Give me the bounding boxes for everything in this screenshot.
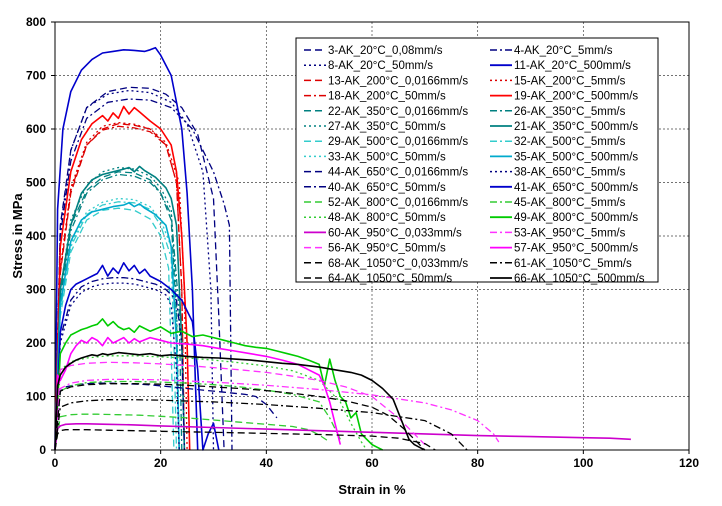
series-line-2 (54, 98, 233, 451)
y-tick-label: 600 (26, 122, 46, 136)
axis-ticks: 0 20 40 60 80 100 120 0 100 200 300 400 500 600 700 800 (26, 15, 699, 470)
series-line-26 (54, 378, 500, 451)
legend-label: 68-AK_1050°C_0,033mm/s (328, 258, 468, 270)
x-tick-label: 100 (573, 456, 593, 470)
legend-label: 48-AK_800°C_50mm/s (328, 212, 446, 224)
y-tick-label: 500 (26, 176, 46, 190)
legend-label: 27-AK_350°C_50mm/s (328, 121, 446, 133)
series-line-28 (54, 336, 342, 451)
legend-label: 19-AK_200°C_500mm/s (514, 91, 638, 103)
y-tick-label: 200 (26, 336, 46, 350)
series-line-16 (54, 202, 180, 451)
series-line-32 (54, 351, 426, 451)
y-axis-title: Stress in MPa (10, 193, 25, 279)
legend-label: 53-AK_950°C_5mm/s (514, 227, 626, 239)
legend-label: 52-AK_800°C_0,0166mm/s (328, 197, 468, 209)
legend-label: 60-AK_950°C_0,033mm/s (328, 227, 462, 239)
legend-label: 33-AK_500°C_50mm/s (328, 151, 446, 163)
legend-label: 4-AK_20°C_5mm/s (514, 45, 613, 57)
legend-label: 22-AK_350°C_0,0166mm/s (328, 106, 468, 118)
series-line-18 (54, 282, 180, 451)
legend-label: 26-AK_350°C_5mm/s (514, 106, 626, 118)
x-tick-label: 40 (260, 456, 274, 470)
legend-label: 8-AK_20°C_50mm/s (328, 60, 433, 72)
legend-label: 21-AK_350°C_500mm/s (514, 121, 638, 133)
legend-label: 11-AK_20°C_500mm/s (514, 60, 631, 72)
x-tick-label: 0 (52, 456, 59, 470)
series-line-8 (54, 105, 191, 451)
legend-label: 35-AK_500°C_500mm/s (514, 151, 638, 163)
legend-label: 41-AK_650°C_500mm/s (514, 182, 638, 194)
legend-label: 32-AK_500°C_5mm/s (514, 136, 626, 148)
legend-label: 44-AK_650°C_0,0166mm/s (328, 167, 468, 179)
legend-label: 49-AK_800°C_500mm/s (514, 212, 638, 224)
series-line-3 (54, 89, 215, 451)
legend-label: 18-AK_200°C_50mm/s (328, 91, 446, 103)
y-tick-label: 300 (26, 283, 46, 297)
series-line-27 (54, 361, 426, 451)
legend-label: 61-AK_1050°C_5mm/s (514, 258, 632, 270)
legend-label: 29-AK_500°C_0,0166mm/s (328, 136, 468, 148)
series-lines (54, 46, 631, 451)
y-tick-label: 0 (39, 443, 46, 457)
series-line-24 (54, 318, 383, 451)
series-line-25 (54, 422, 631, 451)
y-tick-label: 700 (26, 69, 46, 83)
series-line-22 (54, 380, 341, 451)
legend-label: 13-AK_200°C_0,0166mm/s (328, 75, 468, 87)
legend-label: 38-AK_650°C_5mm/s (514, 167, 626, 179)
x-tick-label: 80 (471, 456, 485, 470)
legend-label: 15-AK_200°C_5mm/s (514, 75, 626, 87)
x-tick-label: 20 (154, 456, 168, 470)
series-line-12 (54, 165, 186, 451)
y-tick-label: 100 (26, 390, 46, 404)
series-line-13 (54, 207, 175, 451)
y-tick-label: 800 (26, 15, 46, 29)
legend-box (295, 37, 659, 283)
series-line-7 (54, 125, 186, 451)
series-line-21 (54, 413, 331, 451)
series-line-29 (54, 429, 436, 451)
y-tick-label: 400 (26, 229, 46, 243)
legend-label: 56-AK_950°C_50mm/s (328, 243, 446, 255)
series-line-4 (54, 46, 199, 451)
x-tick-label: 120 (679, 456, 699, 470)
legend-label: 64-AK_1050°C_50mm/s (328, 273, 452, 285)
series-line-30 (54, 399, 468, 451)
legend-label: 66-AK_1050°C_500mm/s (514, 273, 645, 285)
legend-label: 45-AK_800°C_5mm/s (514, 197, 626, 209)
legend-label: 3-AK_20°C_0,08mm/s (328, 45, 443, 57)
legend-label: 40-AK_650°C_50mm/s (328, 182, 446, 194)
series-line-19 (54, 277, 186, 451)
x-tick-label: 60 (365, 456, 379, 470)
legend: 3-AK_20°C_0,08mm/s 4-AK_20°C_5mm/s 8-AK_20… (295, 37, 659, 285)
x-axis-title: Strain in % (338, 482, 406, 497)
legend-label: 57-AK_950°C_500mm/s (514, 243, 638, 255)
series-line-31 (54, 383, 426, 451)
series-line-14 (54, 201, 178, 451)
